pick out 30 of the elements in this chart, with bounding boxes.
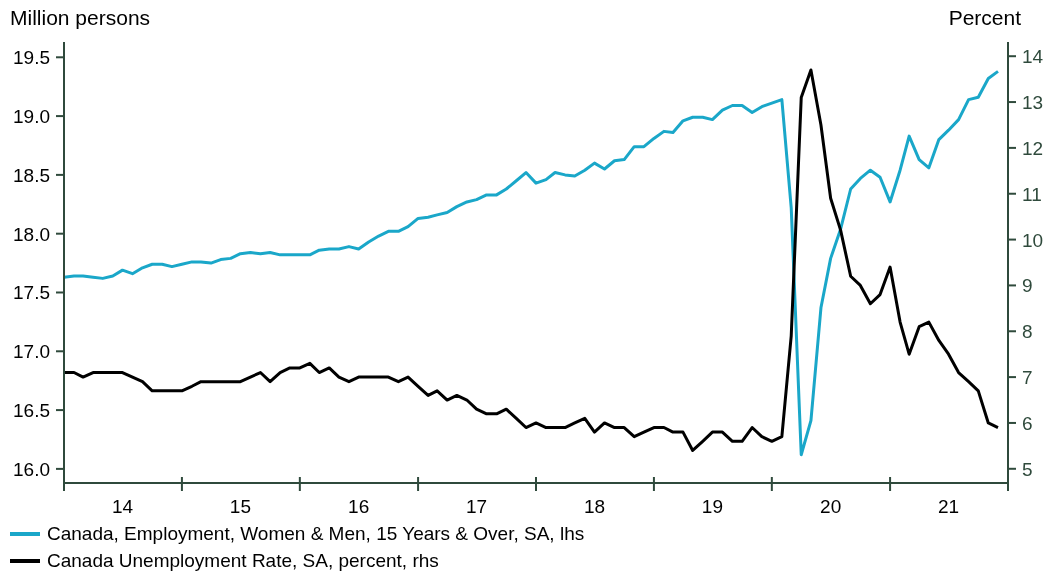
y-tick-label: 18.5 bbox=[13, 164, 50, 186]
y2-axis-title: Percent bbox=[948, 6, 1021, 30]
x-tick-label: 19 bbox=[701, 496, 723, 517]
x-tick-label: 15 bbox=[229, 496, 251, 517]
y-tick-label: 19.0 bbox=[13, 106, 50, 128]
x-tick-label: 21 bbox=[937, 496, 960, 517]
y2-tick-label: 13 bbox=[1022, 92, 1044, 114]
y2-tick-label: 6 bbox=[1022, 412, 1033, 434]
legend-label: Canada, Employment, Women & Men, 15 Years & Over, SA, lhs bbox=[47, 522, 585, 545]
y-axis-title: Million persons bbox=[10, 6, 151, 30]
y2-tick-label: 12 bbox=[1022, 137, 1044, 159]
y-tick-label: 18.0 bbox=[13, 223, 50, 245]
y-tick-label: 17.0 bbox=[13, 341, 50, 363]
x-tick-label: 16 bbox=[348, 496, 370, 517]
y2-tick-label: 10 bbox=[1022, 229, 1044, 251]
y-tick-label: 16.0 bbox=[13, 458, 50, 480]
y2-tick-label: 8 bbox=[1022, 321, 1033, 343]
y2-tick-label: 7 bbox=[1022, 367, 1033, 389]
x-tick-label: 14 bbox=[111, 496, 134, 517]
y2-tick-label: 5 bbox=[1022, 458, 1033, 480]
y2-tick-label: 11 bbox=[1022, 183, 1042, 205]
legend-label: Canada Unemployment Rate, SA, percent, rhs bbox=[47, 549, 439, 572]
x-tick-label: 18 bbox=[583, 496, 606, 517]
y-tick-label: 17.5 bbox=[13, 282, 50, 304]
y2-tick-label: 9 bbox=[1022, 275, 1033, 297]
x-tick-label: 20 bbox=[820, 496, 842, 517]
x-tick-label: 17 bbox=[465, 496, 488, 517]
y2-tick-label: 14 bbox=[1022, 46, 1044, 68]
y-tick-label: 16.5 bbox=[13, 400, 50, 422]
y-tick-label: 19.5 bbox=[13, 47, 50, 69]
